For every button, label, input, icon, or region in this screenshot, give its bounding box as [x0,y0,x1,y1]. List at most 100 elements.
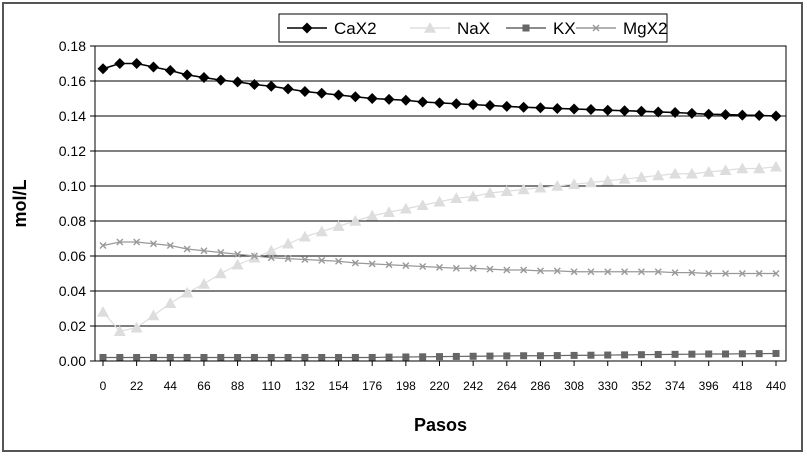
data-point-cax2 [602,104,614,116]
data-point-nax [113,325,126,337]
data-point-nax [231,258,244,270]
data-point-mgx2 [385,261,393,269]
data-point-mgx2 [469,264,477,272]
data-point-kx [436,353,443,361]
y-tick-label: 0.10 [59,178,86,194]
data-point-nax [97,306,109,317]
x-tick-label: 330 [598,379,618,393]
data-point-kx [301,354,309,361]
data-point-nax [366,209,379,221]
data-point-kx [284,354,292,361]
data-point-mgx2 [570,268,578,276]
data-point-kx [335,354,343,361]
series-line-nax [102,166,777,332]
data-point-mgx2 [503,266,511,274]
data-point-cax2 [131,58,143,69]
data-point-kx [604,351,612,359]
data-point-mgx2 [200,247,208,255]
data-point-mgx2 [604,268,612,276]
data-point-nax [500,185,513,197]
data-point-mgx2 [688,269,696,277]
legend-label: CaX2 [334,19,377,38]
data-point-kx [705,350,713,358]
y-tick-label: 0.14 [59,108,86,124]
x-tick-label: 352 [631,379,651,393]
data-point-nax [315,225,328,237]
data-point-nax [736,162,749,174]
x-tick-label: 220 [429,379,449,393]
data-point-cax2 [720,109,732,121]
data-point-cax2 [147,61,159,73]
data-point-nax [349,215,362,226]
data-point-kx [116,354,124,361]
data-point-kx [688,350,696,358]
data-point-kx [637,351,645,359]
data-point-kx [772,349,780,357]
data-point-cax2 [383,93,395,105]
data-point-mgx2 [520,266,528,274]
data-point-cax2 [265,80,277,92]
data-point-cax2 [585,104,597,116]
x-tick-label: 198 [396,379,416,393]
data-point-cax2 [248,79,260,90]
data-point-cax2 [703,108,715,120]
data-point-nax [685,167,698,179]
x-tick-label: 308 [564,379,584,393]
data-point-cax2 [652,106,664,118]
data-point-cax2 [434,97,445,109]
x-tick-label: 110 [262,379,281,393]
data-point-mgx2 [250,252,258,260]
data-point-mgx2 [654,268,662,276]
data-point-mgx2 [351,259,359,267]
data-point-cax2 [635,105,647,117]
legend: CaX2 NaX KX MgX2 [278,13,668,43]
data-point-mgx2 [436,263,443,271]
data-point-mgx2 [486,265,494,273]
data-point-nax [568,178,581,190]
data-point-cax2 [181,69,193,81]
x-tick-label: 132 [295,379,315,393]
data-point-nax [164,297,177,309]
data-point-nax [551,180,564,191]
data-point-cax2 [97,63,109,75]
data-point-kx [654,351,662,359]
x-axis-title: Pasos [414,415,467,435]
data-point-kx [671,350,679,358]
data-point-nax [584,176,597,188]
data-point-nax [652,169,665,181]
data-point-nax [483,187,496,198]
x-tick-label: 396 [699,379,719,393]
data-point-kx [738,350,746,358]
data-point-nax [719,164,732,176]
data-point-nax [669,167,682,179]
data-point-cax2 [534,102,546,114]
data-point-cax2 [669,107,681,118]
data-point-cax2 [753,109,765,121]
data-point-kx [587,351,595,359]
data-point-nax [147,309,160,321]
data-point-mgx2 [166,242,174,249]
y-tick-label: 0.06 [59,248,86,264]
x-tick-label: 44 [164,379,178,393]
legend-label: NaX [457,19,490,38]
data-point-kx [149,354,157,361]
data-point-mgx2 [217,249,225,256]
data-point-mgx2 [722,270,730,277]
x-tick-label: 22 [130,379,144,393]
plot-area-border [94,45,787,362]
data-point-nax [399,202,412,214]
x-tick-label: 374 [665,379,685,393]
data-point-kx [503,352,511,360]
data-point-cax2 [770,110,782,122]
data-point-nax [197,278,210,289]
data-point-cax2 [518,101,530,113]
data-point-mgx2 [402,262,410,270]
data-point-kx [722,350,730,358]
data-point-kx [419,353,427,361]
data-point-cax2 [501,100,513,112]
data-point-nax [265,244,278,256]
data-point-nax [130,321,143,333]
data-point-cax2 [282,83,294,95]
data-point-nax [770,160,782,172]
